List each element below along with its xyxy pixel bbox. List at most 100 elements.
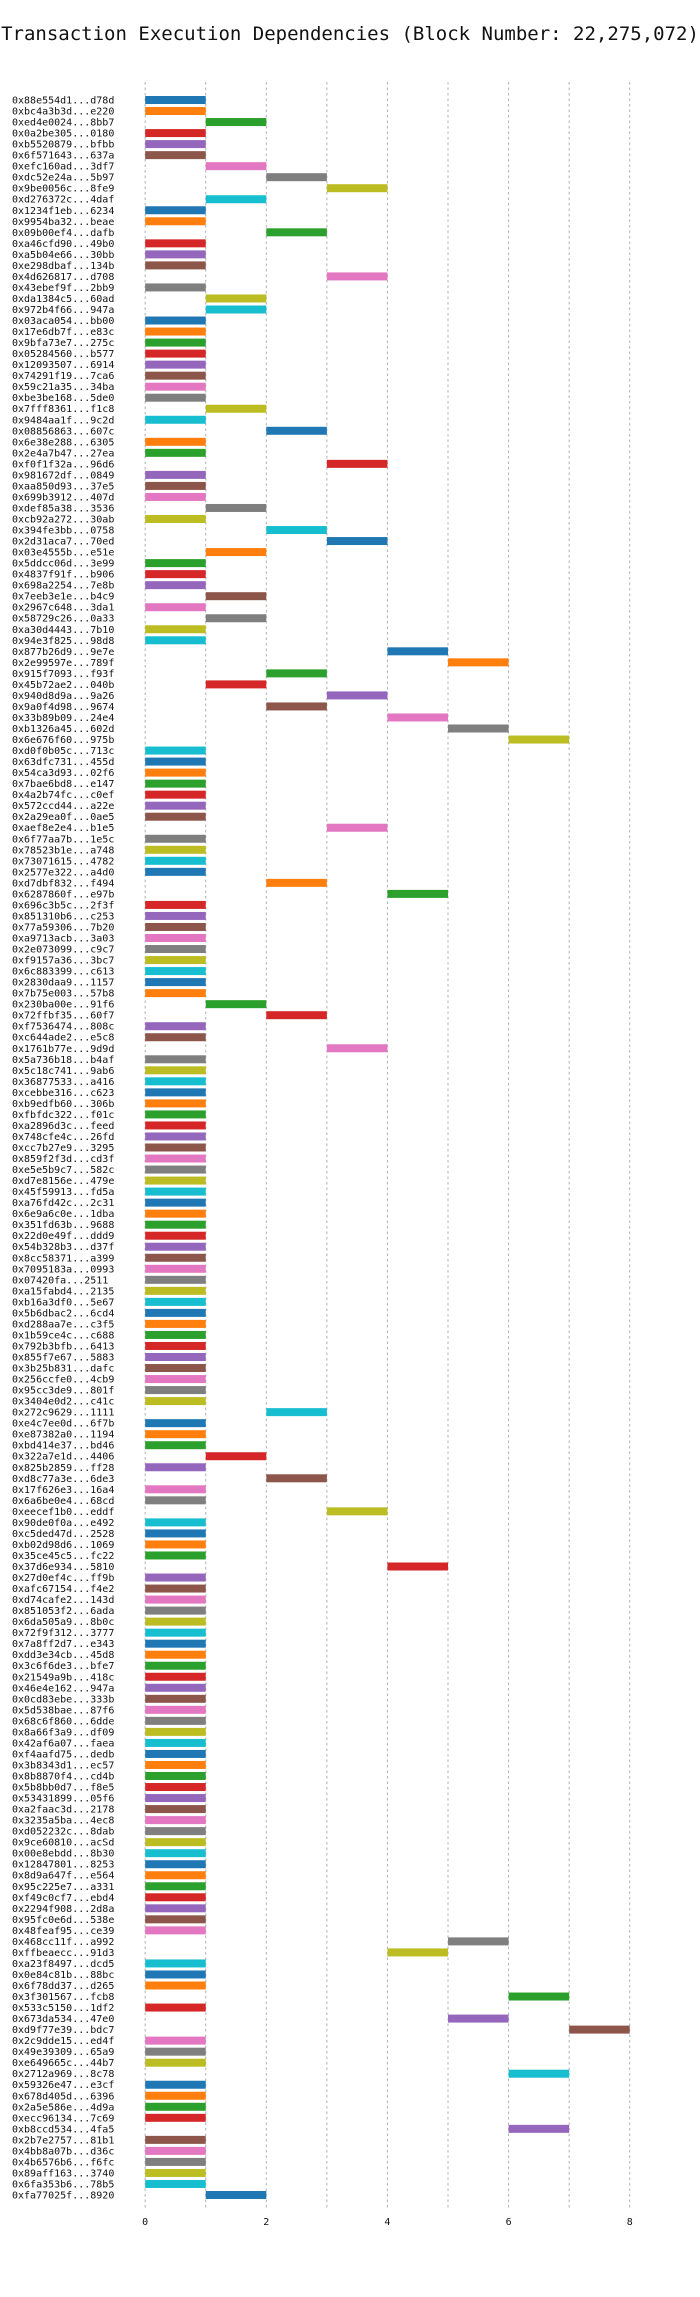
y-tick-label: 0x48feaf95...ce39 <box>12 1926 114 1937</box>
bar <box>145 1297 206 1306</box>
bar <box>145 1485 206 1494</box>
y-tick-label: 0x9ce60810...acSd <box>12 1838 114 1849</box>
bar <box>145 922 206 931</box>
y-tick-label: 0x3b25b831...dafc <box>12 1364 114 1375</box>
y-tick-label: 0x5a736b18...b4af <box>12 1055 114 1066</box>
y-tick-label: 0xda1384c5...60ad <box>12 294 114 305</box>
bar <box>266 702 327 711</box>
bar <box>205 1452 267 1461</box>
y-tick-label: 0x4d626817...d708 <box>12 272 114 283</box>
bar <box>145 581 206 590</box>
bar <box>508 735 570 744</box>
y-tick-label: 0x851053f2...6ada <box>12 1606 114 1617</box>
y-tick-label: 0xb5520879...bfbb <box>12 140 114 151</box>
y-tick-label: 0x2967c648...3da1 <box>12 603 114 614</box>
bar <box>145 989 206 998</box>
y-tick-label: 0x90de0f0a...e492 <box>12 1518 114 1529</box>
y-tick-label: 0x88e554d1...d78d <box>12 96 114 107</box>
y-tick-label: 0x12093507...6914 <box>12 360 114 371</box>
y-tick-label: 0x5b6dbac2...6cd4 <box>12 1308 114 1319</box>
y-tick-label: 0xa15fabd4...2135 <box>12 1286 114 1297</box>
bar <box>145 1727 206 1736</box>
y-tick-label: 0x9a0f4d98...9674 <box>12 702 114 713</box>
y-tick-label: 0x53431899...05f6 <box>12 1794 114 1805</box>
bar <box>145 2179 206 2188</box>
y-tick-label: 0x49e39309...65a9 <box>12 2047 114 2058</box>
y-tick-label: 0x748cfe4c...26fd <box>12 1132 114 1143</box>
y-tick-label: 0x45f59913...fd5a <box>12 1187 114 1198</box>
bar <box>145 636 206 645</box>
bar <box>448 724 509 733</box>
y-tick-label: 0x4837f91f...b906 <box>12 570 114 581</box>
y-tick-label: 0xf49c0cf7...ebd4 <box>12 1893 114 1904</box>
y-tick-label: 0x2e073099...c9c7 <box>12 945 114 956</box>
bar <box>145 1981 206 1990</box>
y-tick-label: 0x0e84c81b...88bc <box>12 1970 114 1981</box>
y-tick-label: 0x2e99597e...789f <box>12 658 114 669</box>
y-tick-label: 0x322a7e1d...4406 <box>12 1452 114 1463</box>
bar <box>145 1805 206 1814</box>
bar <box>205 680 267 689</box>
bar <box>145 382 206 391</box>
y-tick-label: 0xdd3e34cb...45d8 <box>12 1650 114 1661</box>
bar <box>145 1364 206 1373</box>
y-tick-label: 0xaa850d93...37e5 <box>12 481 114 492</box>
bar <box>145 1904 206 1913</box>
y-tick-label: 0xbd414e37...bd46 <box>12 1441 114 1452</box>
y-tick-label: 0x43ebef9f...2bb9 <box>12 283 114 294</box>
y-tick-label: 0xed4e0024...8bb7 <box>12 118 114 129</box>
bar <box>205 294 267 303</box>
bar <box>145 1308 206 1317</box>
y-tick-label: 0x6287860f...e97b <box>12 889 114 900</box>
y-tick-label: 0x94e3f825...98d8 <box>12 636 114 647</box>
y-tick-label: 0x8cc58371...a399 <box>12 1253 114 1264</box>
bar <box>145 2113 206 2122</box>
bar <box>145 2146 206 2155</box>
grid-lines <box>144 82 631 2209</box>
y-tick-label: 0x78523b1e...a748 <box>12 845 114 856</box>
y-tick-label: 0x33b89b09...24e4 <box>12 713 114 724</box>
bar <box>145 1628 206 1637</box>
bar <box>145 801 206 810</box>
y-tick-label: 0xa9713acb...3a03 <box>12 934 114 945</box>
bar <box>387 889 449 898</box>
y-tick-label: 0x4b6576b6...f6fc <box>12 2157 114 2168</box>
bar <box>145 107 206 116</box>
y-tick-label: 0x7bae6bd8...e147 <box>12 779 114 790</box>
bar <box>326 272 388 281</box>
y-tick-label: 0xaef8e2e4...b1e5 <box>12 823 114 834</box>
bar <box>145 1220 206 1229</box>
y-tick-label: 0x230ba00e...91f6 <box>12 1000 114 1011</box>
y-tick-label: 0xafc67154...f4e2 <box>12 1584 114 1595</box>
y-tick-label: 0x77a59306...7b20 <box>12 922 114 933</box>
bar <box>145 2168 206 2177</box>
y-tick-label: 0x37d6e934...5810 <box>12 1562 114 1573</box>
bar <box>326 823 388 832</box>
bar <box>145 978 206 987</box>
y-tick-label: 0xd276372c...4daf <box>12 195 114 206</box>
bar <box>145 250 206 259</box>
y-tick-label: 0xf7536474...808c <box>12 1022 114 1033</box>
y-tick-label: 0x2a29ea0f...0ae5 <box>12 812 114 823</box>
bar <box>145 1772 206 1780</box>
bar <box>145 1915 206 1924</box>
bar <box>508 2069 570 2078</box>
y-tick-label: 0x63dfc731...455d <box>12 757 114 768</box>
y-tick-label: 0x2577e322...a4d0 <box>12 867 114 878</box>
bar <box>145 867 206 876</box>
y-tick-label: 0x792b3bfb...6413 <box>12 1341 114 1352</box>
y-tick-label: 0x35ce45c5...fc22 <box>12 1551 114 1562</box>
y-tick-label: 0x07420fa...2511 <box>12 1275 108 1286</box>
y-tick-label: 0x0a2be305...0180 <box>12 129 114 140</box>
bar <box>145 934 206 942</box>
bar <box>145 1066 206 1075</box>
bar <box>145 900 206 909</box>
y-tick-label: 0x1234f1eb...6234 <box>12 206 114 217</box>
bar <box>145 1496 206 1505</box>
bar <box>145 1154 206 1163</box>
bar <box>266 1408 327 1417</box>
bar <box>508 1992 570 2001</box>
y-tick-label: 0x6f77aa7b...1e5c <box>12 834 114 845</box>
y-tick-label: 0x54ca3d93...02f6 <box>12 768 114 779</box>
